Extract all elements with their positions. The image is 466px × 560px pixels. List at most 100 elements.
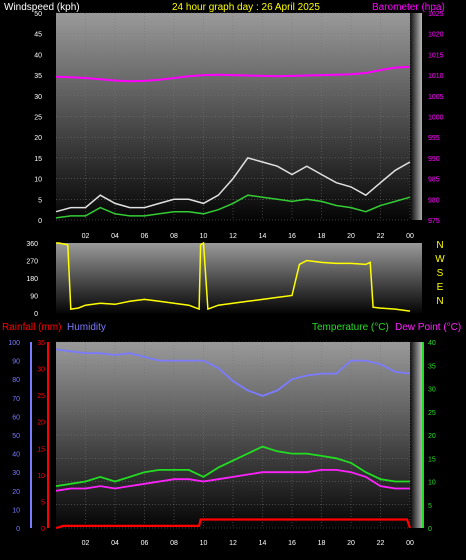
p3-hour-tick-label: 02	[82, 540, 90, 547]
p3-hour-tick-label: 20	[347, 540, 355, 547]
direction-tick-label: 270	[26, 259, 38, 266]
compass-label: W	[435, 254, 445, 265]
barometer-axis-title: Barometer (hpa)	[372, 2, 445, 13]
humidity-tick-label: 0	[16, 526, 20, 533]
windspeed-tick-label: 10	[34, 177, 42, 184]
barometer-tick-label: 985	[428, 177, 440, 184]
direction-tick-label: 180	[26, 276, 38, 283]
barometer-line	[55, 65, 411, 83]
humidity-tick-label: 20	[12, 489, 20, 496]
rainfall-tick-label: 0	[41, 526, 45, 533]
panel3-right-strip	[410, 342, 422, 528]
p1-hour-tick-label: 00	[406, 233, 414, 240]
barometer-tick-label: 980	[428, 197, 440, 204]
temperature-tick-label: 20	[428, 433, 436, 440]
humidity-tick-label: 30	[12, 470, 20, 477]
humidity-axis-title: Humidity	[67, 322, 106, 333]
humidity-tick-label: 70	[12, 396, 20, 403]
windspeed-tick-label: 30	[34, 94, 42, 101]
humidity-tick-label: 90	[12, 359, 20, 366]
p1-hour-tick-label: 16	[288, 233, 296, 240]
temperature-tick-label: 40	[428, 340, 436, 347]
rainfall-tick-label: 35	[37, 340, 45, 347]
windspeed-axis-title: Windspeed (kph)	[4, 2, 80, 13]
p3-hour-tick-label: 04	[111, 540, 119, 547]
p1-hour-tick-label: 04	[111, 233, 119, 240]
temperature-tick-label: 35	[428, 363, 436, 370]
temperature-line	[55, 445, 410, 487]
p1-hour-tick-label: 14	[259, 233, 267, 240]
dew_point-line	[55, 468, 410, 492]
barometer-tick-label: 1010	[428, 73, 444, 80]
rainfall-tick-label: 5	[41, 499, 45, 506]
temperature-tick-label: 10	[428, 480, 436, 487]
p1-hour-tick-label: 12	[229, 233, 237, 240]
wind-direction-line	[56, 241, 411, 312]
panel2-background	[56, 243, 422, 313]
temperature-axis-title: Temperature (°C)	[312, 322, 389, 333]
direction-tick-label: 0	[34, 311, 38, 318]
rainfall-line	[55, 518, 412, 530]
windspeed-tick-label: 0	[38, 218, 42, 225]
barometer-tick-label: 1015	[428, 52, 444, 59]
wind_gust-line	[55, 157, 411, 213]
barometer-tick-label: 1005	[428, 94, 444, 101]
chart-title: 24 hour graph day : 26 April 2025	[172, 2, 320, 13]
p1-hour-tick-label: 02	[82, 233, 90, 240]
windspeed-tick-label: 20	[34, 135, 42, 142]
wind_avg-line	[55, 194, 411, 219]
p1-hour-tick-label: 22	[377, 233, 385, 240]
barometer-tick-label: 1020	[428, 32, 444, 39]
compass-label: N	[436, 240, 443, 251]
p3-hour-tick-label: 12	[229, 540, 237, 547]
humidity-tick-label: 40	[12, 452, 20, 459]
compass-label: N	[436, 296, 443, 307]
direction-tick-label: 90	[30, 294, 38, 301]
barometer-tick-label: 1000	[428, 115, 444, 122]
windspeed-tick-label: 35	[34, 73, 42, 80]
compass-label: S	[437, 268, 444, 279]
rainfall-axis-title: Rainfall (mm)	[2, 322, 61, 333]
direction-tick-label: 360	[26, 241, 38, 248]
p1-hour-tick-label: 18	[318, 233, 326, 240]
compass-label: E	[437, 282, 444, 293]
windspeed-tick-label: 5	[38, 197, 42, 204]
rainfall-tick-label: 15	[37, 446, 45, 453]
temperature-tick-label: 0	[428, 526, 432, 533]
windspeed-tick-label: 15	[34, 156, 42, 163]
panel1-right-strip	[410, 13, 422, 220]
windspeed-tick-label: 40	[34, 52, 42, 59]
p3-hour-tick-label: 00	[406, 540, 414, 547]
windspeed-tick-label: 45	[34, 32, 42, 39]
humidity-tick-label: 80	[12, 377, 20, 384]
humidity-tick-label: 10	[12, 507, 20, 514]
humidity-tick-label: 50	[12, 433, 20, 440]
barometer-tick-label: 1025	[428, 11, 444, 18]
temperature-tick-label: 25	[428, 410, 436, 417]
rain-humidity-temperature-panel: 0 10 20 30 40 50 60 70 80 90 100 0 5 10 15 20 25 30 35 0 5…	[8, 340, 436, 547]
p3-hour-tick-label: 16	[288, 540, 296, 547]
p3-hour-tick-label: 10	[200, 540, 208, 547]
temperature-tick-label: 15	[428, 456, 436, 463]
humidity-tick-label: 60	[12, 414, 20, 421]
rainfall-tick-label: 10	[37, 473, 45, 480]
p3-hour-tick-label: 14	[259, 540, 267, 547]
p3-hour-tick-label: 22	[377, 540, 385, 547]
p1-hour-tick-label: 10	[200, 233, 208, 240]
p1-hour-tick-label: 20	[347, 233, 355, 240]
rainfall-tick-label: 20	[37, 420, 45, 427]
barometer-tick-label: 995	[428, 135, 440, 142]
rainfall-tick-label: 30	[37, 367, 45, 374]
p1-hour-tick-label: 08	[170, 233, 178, 240]
p3-hour-tick-label: 06	[141, 540, 149, 547]
humidity-tick-label: 100	[8, 340, 20, 347]
windspeed-tick-label: 25	[34, 115, 42, 122]
dewpoint-axis-title: Dew Point (°C)	[395, 322, 461, 333]
humidity-line	[55, 348, 411, 397]
barometer-tick-label: 975	[428, 218, 440, 225]
p1-hour-tick-label: 06	[141, 233, 149, 240]
windspeed-tick-label: 50	[34, 11, 42, 18]
